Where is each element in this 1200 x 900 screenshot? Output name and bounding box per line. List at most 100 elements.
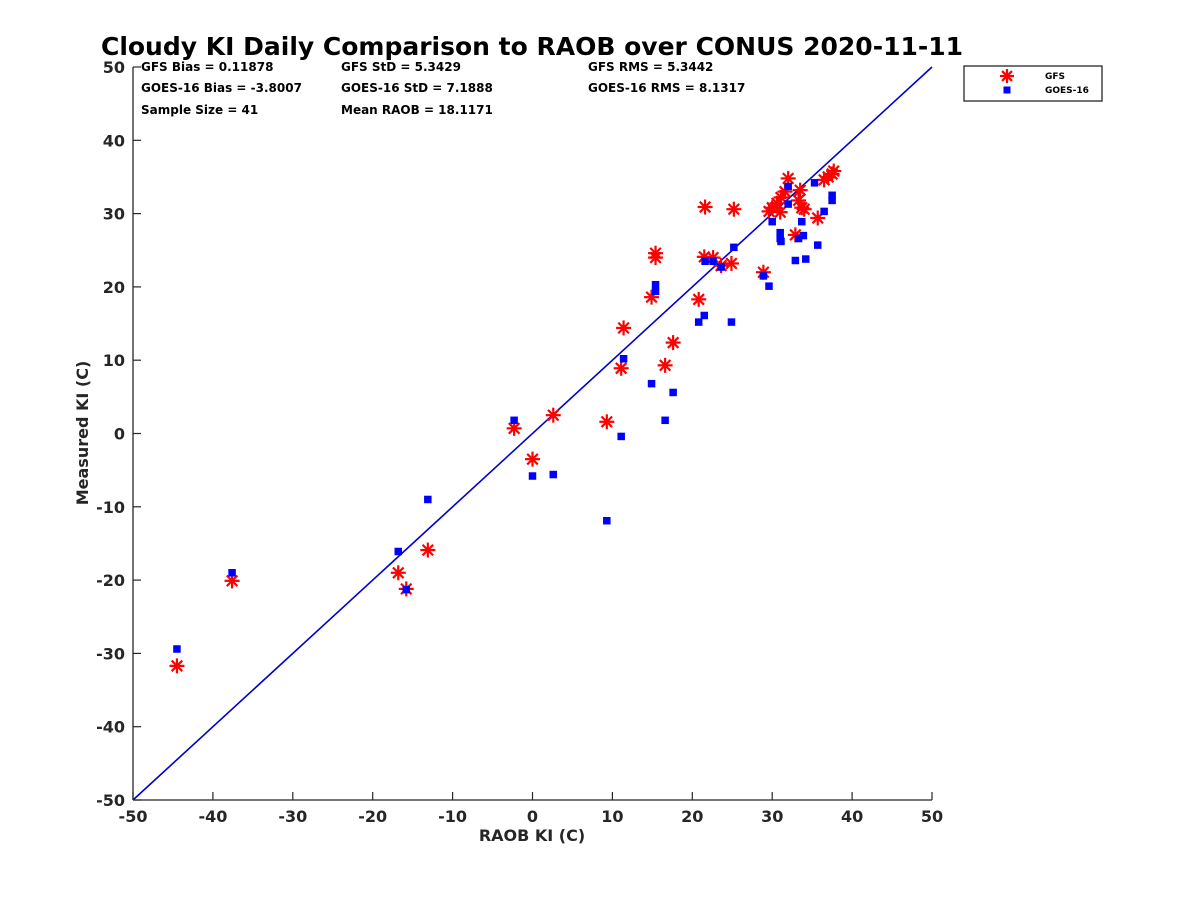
gfs-point (826, 163, 842, 179)
gfs-point (545, 407, 561, 423)
goes16-point (765, 282, 773, 290)
goes16-point (784, 182, 792, 191)
goes16-point (777, 237, 785, 246)
stat-text: GOES-16 Bias = -3.8007 (141, 81, 302, 95)
y-tick-label: 30 (103, 205, 125, 224)
stat-text: GOES-16 RMS = 8.1317 (588, 81, 745, 95)
goes16-point (828, 196, 836, 205)
goes16-point (651, 287, 660, 296)
statistics-text-block: GFS Bias = 0.11878 GFS StD = 5.3429 GFS RM… (141, 60, 745, 117)
goes16-point (799, 231, 808, 240)
goes16-point (727, 318, 736, 326)
goes16-point (394, 547, 403, 556)
goes16-point (619, 354, 628, 363)
gfs-point (648, 245, 664, 261)
goes16-point (768, 217, 776, 226)
stat-text: Mean RAOB = 18.1171 (341, 103, 493, 117)
legend-asterisk (1000, 69, 1014, 83)
goes16-point (228, 569, 236, 577)
gfs-point (772, 204, 788, 220)
goes16-point (791, 256, 800, 265)
goes16-point (794, 234, 803, 243)
goes16-point (776, 228, 784, 237)
legend-goes16-marker (1003, 86, 1011, 94)
goes16-point (173, 645, 181, 653)
goes16-point (402, 585, 411, 594)
gfs-point (796, 201, 812, 217)
y-tick-label: 20 (103, 278, 125, 297)
chart-title: Cloudy KI Daily Comparison to RAOB over … (101, 32, 963, 61)
goes16-point (700, 311, 709, 320)
legend-gfs-marker (1000, 69, 1014, 83)
x-axis-label: RAOB KI (C) (479, 826, 585, 845)
x-tick-label: -40 (198, 807, 227, 826)
y-tick-label: -20 (96, 571, 125, 590)
legend: GFS GOES-16 (963, 65, 1103, 102)
goes16-point (669, 388, 677, 397)
y-tick-label: -40 (96, 718, 125, 737)
x-tick-label: 30 (761, 807, 783, 826)
gfs-point (613, 360, 629, 376)
gfs-point (657, 357, 673, 373)
goes16-point (784, 200, 792, 208)
gfs-point (525, 451, 540, 467)
gfs-point (169, 658, 185, 674)
goes16-point (617, 432, 625, 441)
goes16-point (603, 516, 611, 525)
goes16-point (759, 272, 768, 280)
series-gfs (169, 163, 842, 674)
y-tick-label: 40 (103, 131, 125, 150)
goes16-point (730, 243, 738, 252)
series-goes-16 (173, 179, 836, 653)
goes16-point (802, 255, 810, 263)
y-tick-label: 10 (103, 351, 125, 370)
goes16-point (810, 179, 819, 187)
gfs-point (420, 542, 436, 558)
x-tick-label: -50 (119, 807, 148, 826)
stat-text: GFS StD = 5.3429 (341, 60, 461, 74)
scatter-series (169, 163, 842, 674)
y-tick-label: 0 (114, 425, 125, 444)
goes16-point (424, 495, 432, 504)
stat-text: GFS Bias = 0.11878 (141, 60, 273, 74)
x-tick-label: 0 (527, 807, 538, 826)
goes16-point (828, 191, 836, 200)
legend-square (1003, 86, 1011, 94)
stat-text: GFS RMS = 5.3442 (588, 60, 713, 74)
gfs-point (792, 182, 808, 198)
goes16-point (510, 416, 518, 425)
goes16-point (651, 280, 660, 289)
goes16-point (709, 257, 717, 265)
goes16-point (661, 416, 669, 425)
gfs-point (390, 565, 406, 581)
gfs-point (599, 414, 615, 430)
gfs-point (697, 199, 713, 215)
stat-text: GOES-16 StD = 7.1888 (341, 81, 493, 95)
y-tick-label: -50 (96, 791, 125, 810)
gfs-point (723, 255, 739, 271)
goes16-point (717, 263, 725, 271)
goes16-point (528, 472, 537, 480)
goes16-point (549, 470, 558, 479)
x-tick-label: -10 (438, 807, 467, 826)
y-tick-label: 50 (103, 58, 125, 77)
goes16-point (694, 318, 703, 326)
goes16-point (820, 207, 828, 216)
legend-gfs-label: GFS (1045, 72, 1065, 82)
legend-box (963, 65, 1103, 102)
x-tick-label: -30 (278, 807, 307, 826)
x-tick-label: 50 (921, 807, 943, 826)
gfs-point (665, 335, 681, 351)
goes16-point (813, 241, 822, 249)
gfs-point (691, 291, 707, 307)
goes16-point (647, 379, 656, 388)
y-axis-label: Measured KI (C) (73, 361, 92, 506)
legend-goes16-label: GOES-16 (1045, 86, 1089, 96)
x-axis-ticks: -50 -40 -30 -20 -10 0 10 20 30 40 50 (119, 792, 943, 826)
y-axis-ticks: 50 40 30 20 10 0 -10 -20 -30 -40 -50 (96, 58, 141, 810)
x-tick-label: 20 (681, 807, 703, 826)
goes16-point (701, 257, 709, 265)
y-tick-label: -10 (96, 498, 125, 517)
x-tick-label: -20 (358, 807, 387, 826)
